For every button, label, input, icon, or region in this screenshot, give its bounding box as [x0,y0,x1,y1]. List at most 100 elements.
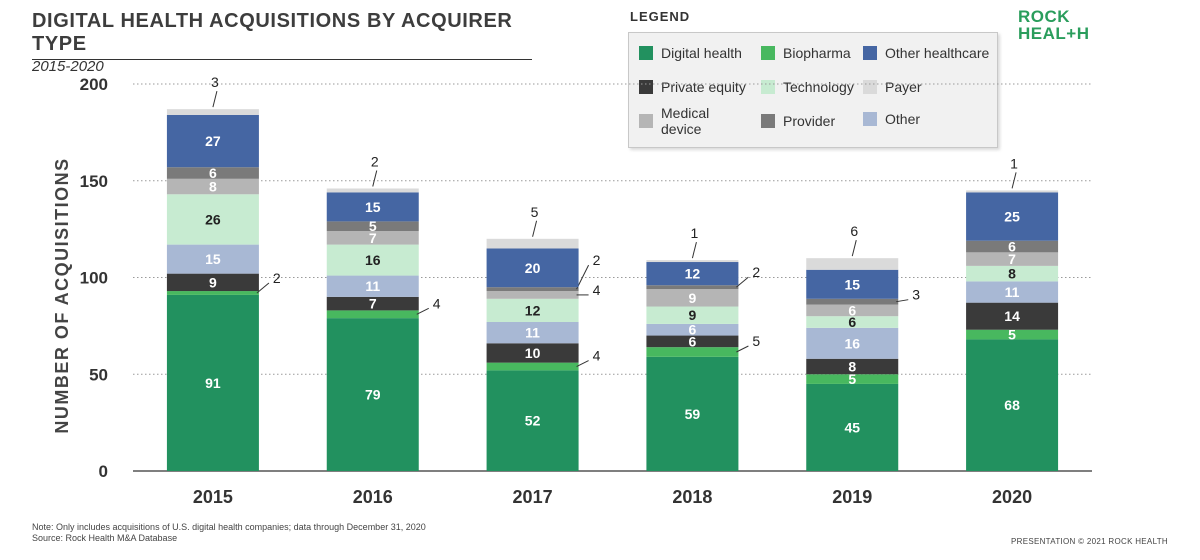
chart-title: DIGITAL HEALTH ACQUISITIONS BY ACQUIRER … [32,10,513,55]
copyright: PRESENTATION © 2021 ROCK HEALTH [1010,537,1168,546]
legend-label: Biopharma [783,45,851,61]
bar-segment [806,298,899,305]
data-label: 15 [205,251,221,267]
y-tick-label: 100 [80,269,108,288]
bar-segment [486,291,579,299]
data-label: 8 [209,179,217,195]
data-label: 4 [593,282,601,298]
bar-segment [966,281,1059,303]
x-tick-label: 2015 [193,487,233,507]
data-label: 3 [912,287,920,303]
bar-segment [166,167,259,179]
bar-segment [806,316,899,328]
data-label: 8 [1008,266,1016,282]
legend-label: Other [885,111,921,127]
data-label: 14 [1004,308,1020,324]
data-label: 5 [848,371,856,387]
bar-segment [486,362,579,371]
data-label: 59 [685,406,701,422]
x-tick-label: 2017 [513,487,553,507]
data-label-leader [372,170,378,187]
bar-segment [646,289,739,307]
title-divider [32,59,532,60]
data-label: 9 [689,290,697,306]
data-label: 15 [365,199,381,215]
footnote: Note: Only includes acquisitions of U.S.… [32,522,426,544]
logo-line-1: ROCK [1018,7,1071,26]
bar-segment [326,192,419,222]
x-tick-label: 2018 [672,487,712,507]
bar-segment [326,296,419,311]
data-label-leader [736,276,749,288]
bar-segment [326,221,419,232]
bar-segment [646,356,739,471]
legend-swatch [761,114,775,128]
legend-swatch [863,112,877,126]
bar-segment [806,358,899,375]
bar-segment [166,114,259,168]
bar-segment [486,287,579,292]
bar-segment [166,194,259,245]
legend-label: Digital health [661,45,742,61]
data-label: 4 [593,348,601,364]
bar-segment [166,178,259,195]
bar-segment [166,109,259,115]
data-label: 2 [752,264,760,280]
bar-segment [806,383,899,471]
chart-subtitle: 2015-2020 [32,58,104,75]
bar-segment [966,329,1059,340]
legend-label: Other healthcare [885,45,990,61]
data-label-leader [256,282,270,294]
y-tick-label: 0 [99,462,108,481]
data-label: 15 [844,276,860,292]
legend-item-biopharma: Biopharma [761,45,851,61]
bar-segment [326,275,419,297]
data-label-leader [851,240,857,257]
bar-segment [966,190,1059,193]
data-label-leader [691,241,697,259]
data-label: 6 [209,165,217,181]
bar-segment [166,291,259,295]
data-label-leader [1011,172,1017,189]
legend-heading: LEGEND [630,9,691,24]
footnote-note: Note: Only includes acquisitions of U.S.… [32,522,426,532]
legend-item-medical-device: Medical device [639,105,731,137]
data-label: 8 [848,359,856,375]
data-label: 9 [689,307,697,323]
y-tick-label: 200 [80,75,108,94]
bar-segment [486,248,579,288]
bar-segment [486,298,579,323]
y-axis-label: NUMBER OF ACQUISITIONS [52,157,72,433]
data-label: 16 [844,335,860,351]
data-label: 9 [209,274,217,290]
bar-segment [166,294,259,471]
bar-segment [966,252,1059,266]
data-label: 5 [752,333,760,349]
data-label-leader [736,345,749,353]
data-label: 6 [689,322,697,338]
legend: Digital health Biopharma Other healthcar… [628,32,998,148]
data-label: 6 [1008,239,1016,255]
x-tick-label: 2016 [353,487,393,507]
legend-swatch [639,46,653,60]
legend-label: Payer [885,79,922,95]
data-label: 20 [525,260,541,276]
data-label: 52 [525,413,541,429]
data-label: 68 [1004,397,1020,413]
bar-segment [806,258,899,270]
x-tick-label: 2020 [992,487,1032,507]
data-label-leader [896,299,909,303]
bar-segment [966,339,1059,471]
data-label: 1 [691,225,699,241]
footnote-source: Source: Rock Health M&A Database [32,533,178,543]
bar-segment [806,269,899,299]
bar-segment [806,374,899,384]
data-label: 12 [525,302,541,318]
legend-item-other-healthcare: Other healthcare [863,45,989,61]
bar-segment [486,238,579,249]
bar-segment [326,310,419,319]
bar-segment [326,231,419,245]
bar-segment [646,347,739,357]
y-tick-label: 50 [89,365,108,384]
